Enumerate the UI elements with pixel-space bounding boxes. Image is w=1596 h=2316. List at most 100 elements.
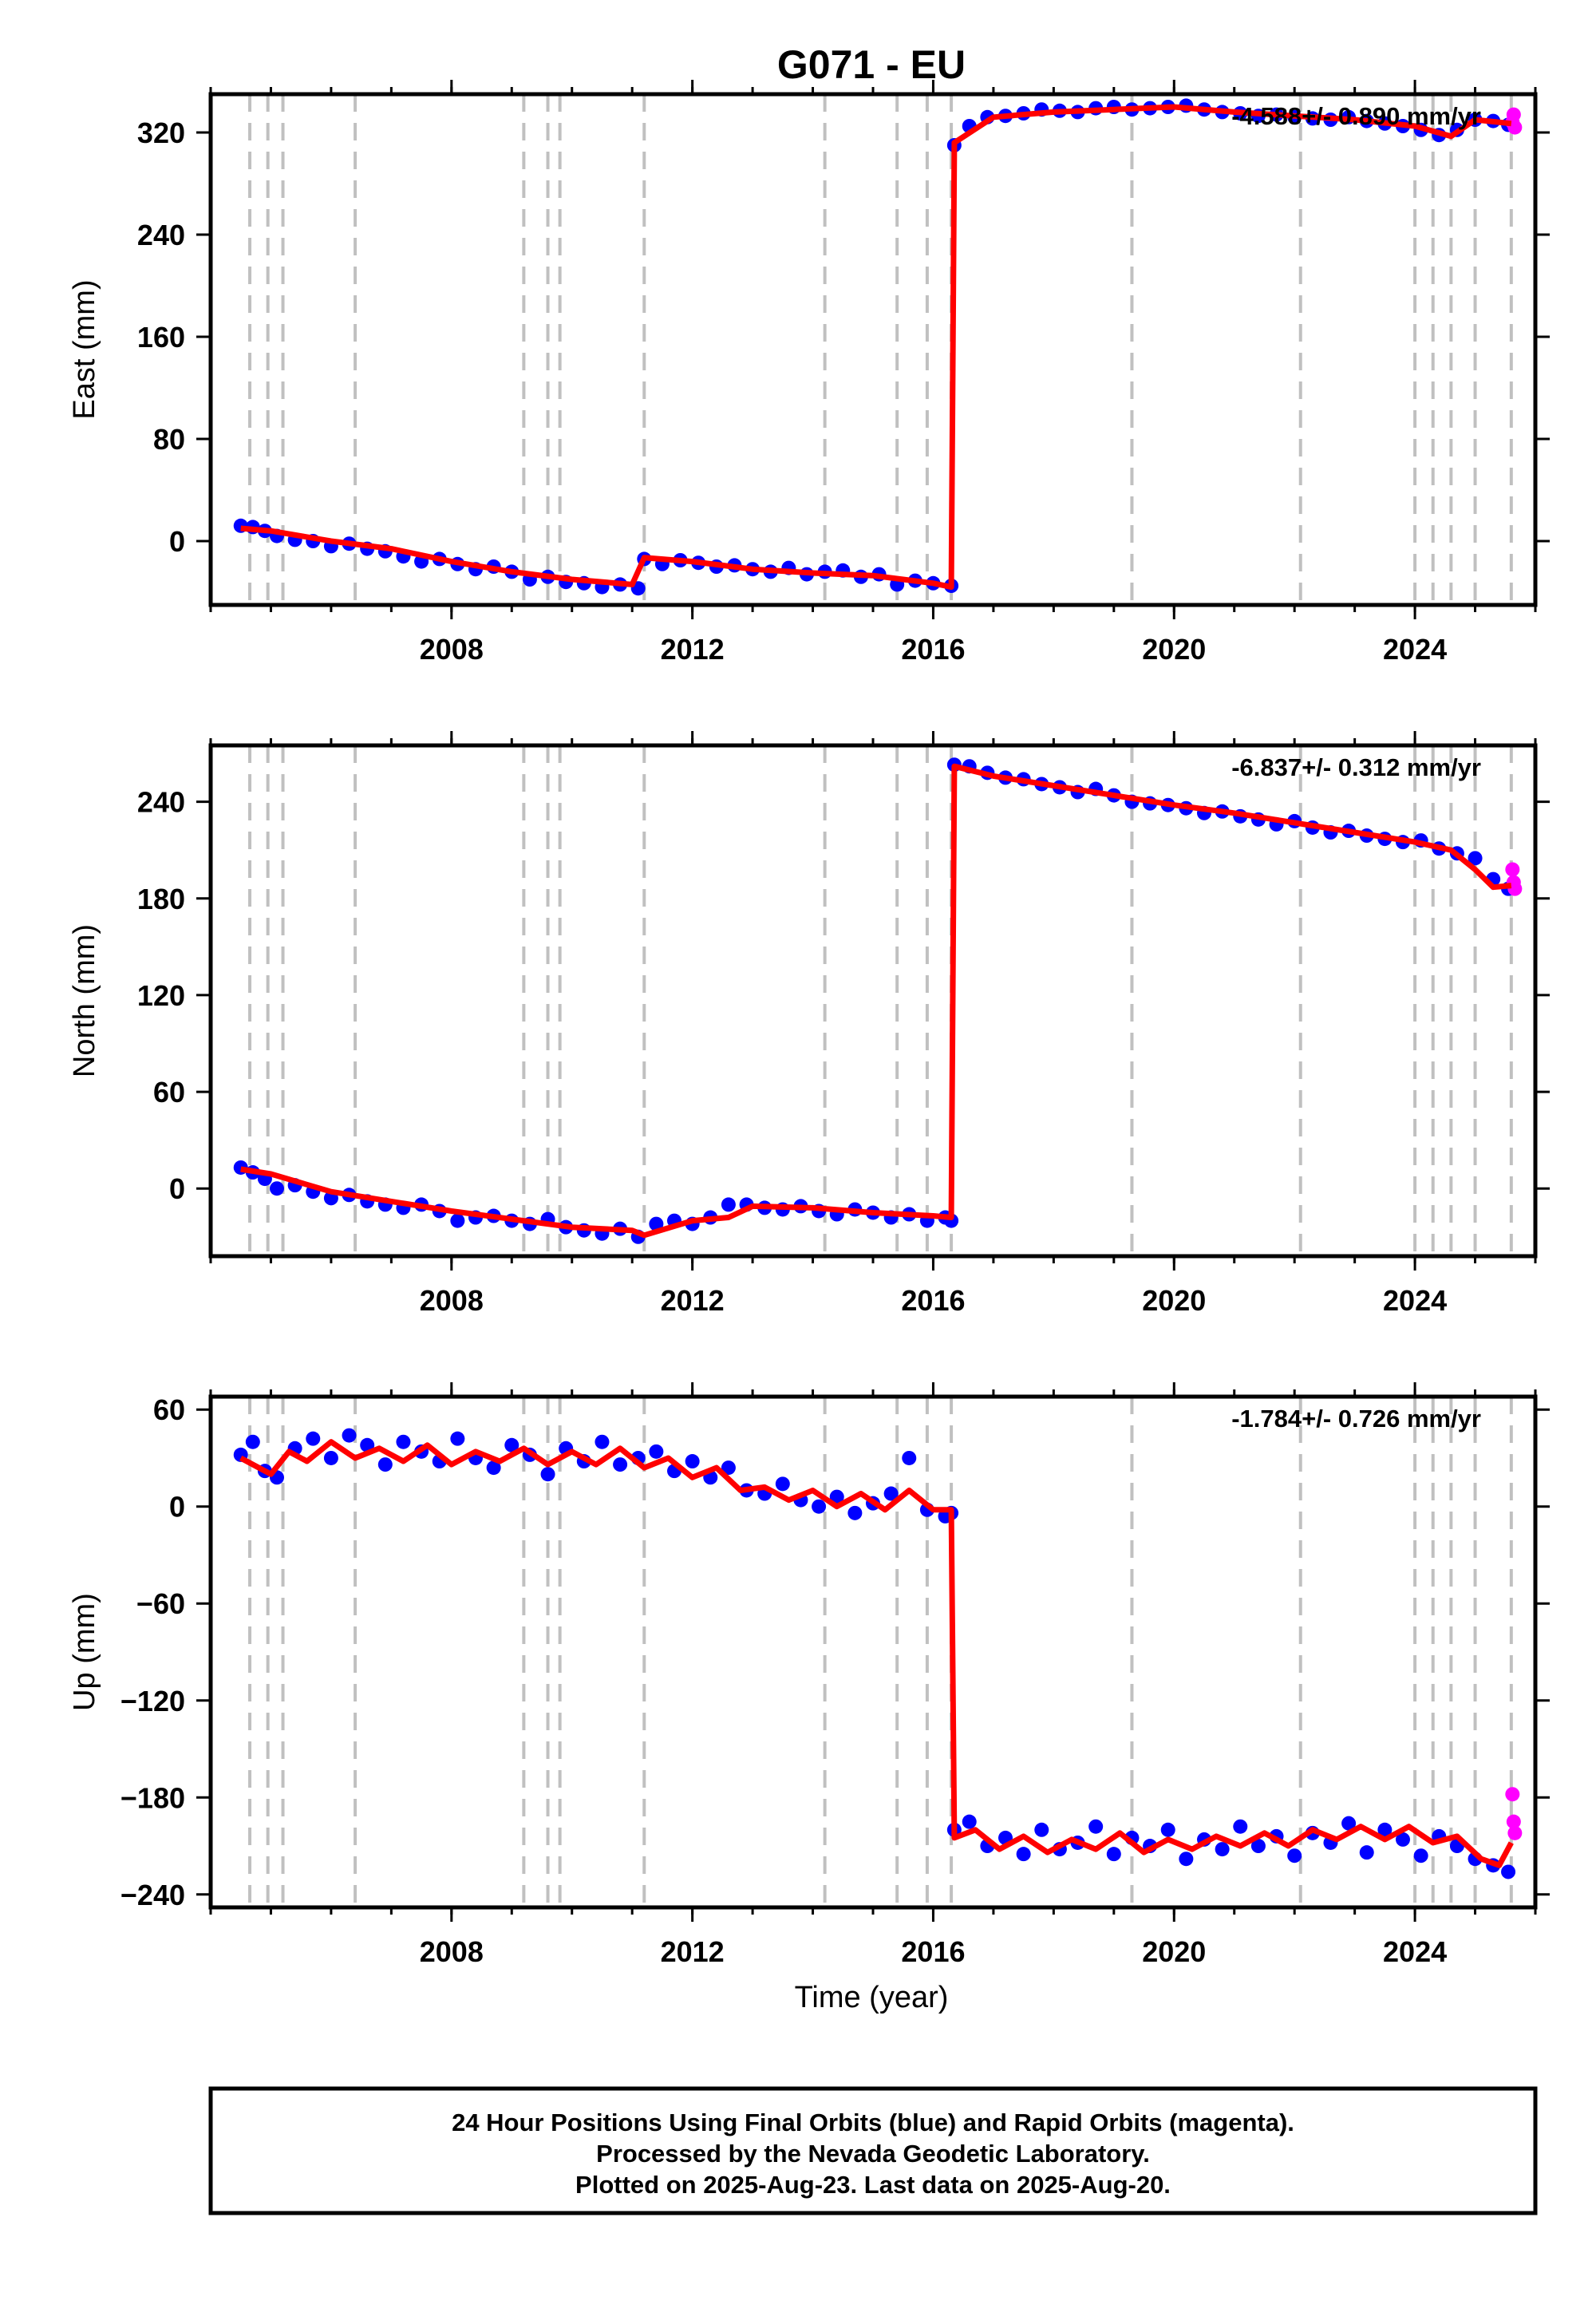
up-final-point [360,1437,375,1452]
east-x-tick-label: 2020 [1142,633,1206,666]
up-final-point [1215,1842,1230,1857]
east-x-tick-label: 2012 [661,633,725,666]
up-final-point [1413,1848,1428,1863]
up-final-point [1377,1822,1393,1837]
up-y-tick-label: 60 [153,1393,185,1426]
up-x-tick-label: 2024 [1383,1935,1447,1968]
x-axis-label: Time (year) [795,1981,949,2014]
up-y-tick-label: −180 [120,1781,185,1814]
up-x-tick-label: 2020 [1142,1935,1206,1968]
up-final-point [1233,1819,1248,1834]
east-x-tick-label: 2024 [1383,633,1447,666]
up-final-point [685,1454,700,1469]
up-x-tick-label: 2008 [420,1935,484,1968]
up-final-point [1396,1832,1410,1847]
north-frame [208,743,1538,1259]
up-final-point [396,1434,411,1449]
up-final-point [450,1431,465,1446]
up-panel: 2008 2012 2016 2020 2024 60 0 −60 −120 −180 −240 Up… [68,1382,1550,1968]
east-model-line [240,104,1512,591]
up-final-point [613,1457,628,1472]
up-final-point [306,1431,321,1446]
east-y-axis-label: East (mm) [68,279,101,419]
up-final-point [1501,1864,1516,1879]
east-panel: 2008 2012 2016 2020 2024 0 80 160 240 320 East (mm… [68,80,1550,666]
footer-box [208,2086,1538,2215]
up-rate-label: -1.784+/- 0.726 mm/yr [1231,1405,1481,1433]
north-final-point [450,1213,465,1228]
up-final-point [1287,1848,1302,1863]
up-frame [208,1394,1538,1910]
up-final-point [1341,1816,1357,1831]
east-x-tick-label: 2008 [420,633,484,666]
up-rapid-point [1506,1814,1521,1829]
north-final-point [721,1197,736,1212]
up-final-point [342,1428,357,1443]
north-y-tick-label: 180 [137,883,185,915]
north-rapid-point [1505,862,1520,877]
east-rapid-point [1506,107,1521,122]
north-x-tick-label: 2012 [661,1284,725,1317]
east-frame [208,92,1538,607]
up-final-point [829,1489,844,1504]
up-final-point [1160,1822,1175,1837]
up-final-point [1088,1819,1104,1834]
up-final-point [847,1505,863,1520]
east-y-tick-label: 0 [169,525,185,558]
up-final-point [323,1450,338,1465]
up-final-point [504,1437,519,1452]
north-panel: 2008 2012 2016 2020 2024 0 60 120 180 240 North (m… [68,731,1550,1317]
north-x-tick-label: 2008 [420,1284,484,1317]
east-x-tick-label: 2016 [901,633,965,666]
east-y-tick-label: 160 [137,321,185,354]
north-y-tick-label: 240 [137,786,185,819]
up-final-point [1034,1822,1049,1837]
east-y-tick-label: 80 [153,423,185,456]
up-rapid-point [1507,1825,1523,1840]
up-y-tick-label: −240 [120,1879,185,1911]
up-y-tick-label: −60 [136,1587,185,1620]
up-final-point [1016,1847,1031,1862]
north-y-tick-label: 0 [169,1172,185,1205]
north-final-point [270,1181,284,1196]
up-final-point [1106,1847,1121,1862]
up-y-tick-label: −120 [120,1685,185,1717]
north-y-tick-label: 60 [153,1076,185,1109]
up-final-point [883,1486,899,1501]
north-x-tick-label: 2024 [1383,1284,1447,1317]
north-final-point [649,1216,664,1231]
north-rapid-point [1507,881,1523,896]
up-final-point [377,1457,393,1472]
north-x-tick-label: 2016 [901,1284,965,1317]
up-y-tick-label: 0 [169,1491,185,1524]
up-rapid-point [1505,1787,1520,1802]
north-model-line [240,763,1512,1239]
east-y-tick-label: 320 [137,117,185,149]
up-final-point [540,1467,555,1482]
up-final-point [649,1444,664,1459]
footer-line-2: Processed by the Nevada Geodetic Laborat… [596,2140,1150,2168]
east-y-tick-label: 240 [137,219,185,251]
up-final-point [721,1460,736,1476]
up-final-point [902,1450,917,1465]
east-rate-label: -4.588+/- 0.890 mm/yr [1231,102,1481,130]
footer-line-1: 24 Hour Positions Using Final Orbits (bl… [452,2109,1294,2136]
up-y-axis-label: Up (mm) [68,1593,101,1711]
footer-line-3: Plotted on 2025-Aug-23. Last data on 202… [575,2171,1171,2199]
up-final-point [1179,1852,1194,1867]
up-x-tick-label: 2012 [661,1935,725,1968]
up-final-point [486,1460,501,1476]
up-x-tick-label: 2016 [901,1935,965,1968]
up-final-point [1359,1845,1374,1860]
north-y-axis-label: North (mm) [68,924,101,1077]
up-final-point [962,1814,977,1829]
east-rapid-point [1507,120,1523,135]
up-final-point [245,1434,260,1449]
up-final-point [775,1476,790,1492]
up-model-line [239,1439,1514,1868]
chart-title: G071 - EU [777,42,966,87]
north-rate-label: -6.837+/- 0.312 mm/yr [1231,753,1481,781]
north-y-tick-label: 120 [137,979,185,1012]
north-final-point [1468,851,1483,866]
